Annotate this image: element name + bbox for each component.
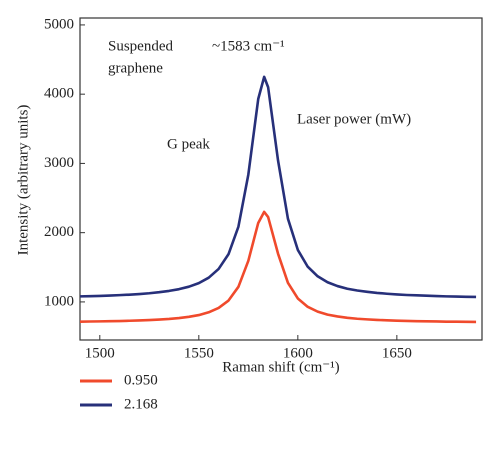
x-tick-label: 1600 xyxy=(283,345,313,361)
annotation: Laser power (mW) xyxy=(297,111,411,127)
x-axis-label: Raman shift (cm⁻¹) xyxy=(222,359,339,375)
annotation: Suspended xyxy=(108,38,173,54)
annotation: G peak xyxy=(167,136,210,152)
x-tick-label: 1550 xyxy=(184,345,214,361)
x-tick-label: 1650 xyxy=(382,345,412,361)
y-tick-label: 5000 xyxy=(44,16,74,32)
y-tick-label: 2000 xyxy=(44,224,74,240)
y-axis-label: Intensity (arbitrary units) xyxy=(15,105,31,256)
y-tick-label: 3000 xyxy=(44,155,74,171)
annotation: graphene xyxy=(108,60,163,76)
legend-label: 2.168 xyxy=(124,396,158,412)
series-line xyxy=(79,210,477,324)
legend-label: 0.950 xyxy=(124,372,158,388)
y-tick-label: 4000 xyxy=(44,86,74,102)
plot-frame xyxy=(79,17,483,341)
x-tick-label: 1500 xyxy=(85,345,115,361)
series-line xyxy=(79,75,477,299)
annotation: ~1583 cm⁻¹ xyxy=(212,38,285,54)
y-tick-label: 1000 xyxy=(44,293,74,309)
